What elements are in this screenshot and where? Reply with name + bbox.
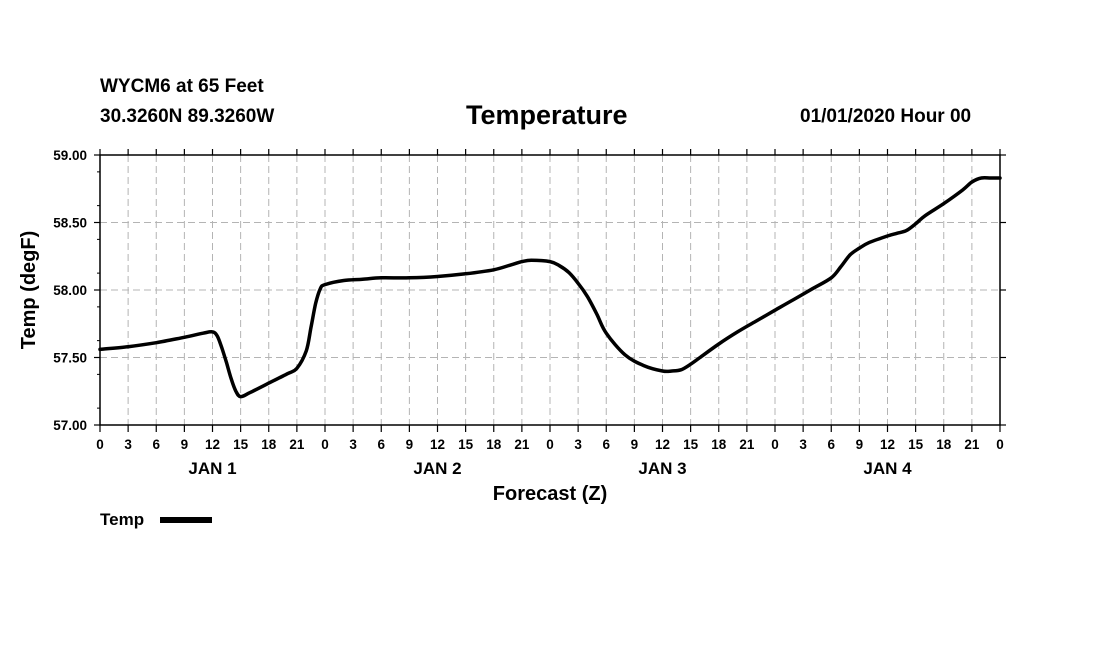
x-tick-label: 3	[799, 437, 807, 452]
temp-series-line	[98, 175, 1002, 399]
x-tick-label: 12	[430, 437, 445, 452]
x-tick-label: 15	[683, 437, 699, 452]
x-tick-label: 6	[827, 437, 835, 452]
x-tick-label: 9	[181, 437, 189, 452]
day-labels: JAN 1 JAN 2 JAN 3 JAN 4	[188, 459, 912, 478]
x-tick-label: 18	[711, 437, 727, 452]
x-tick-label: 18	[486, 437, 502, 452]
day-label: JAN 2	[413, 459, 461, 478]
x-tick-label: 3	[574, 437, 582, 452]
y-axis: 57.00 57.50 58.00 58.50 59.00	[53, 148, 1006, 433]
x-tick-label: 18	[261, 437, 277, 452]
x-tick-label: 21	[964, 437, 980, 452]
x-axis: 0 3 6 9 12 15 18 21 0 3 6 9 12 15 18 21 0 3 6 9 12 15 18 21 0 3 6 9…	[96, 149, 1004, 452]
grid-lines	[100, 155, 1000, 425]
day-label: JAN 4	[863, 459, 912, 478]
x-tick-label: 6	[602, 437, 610, 452]
y-tick-label: 58.00	[53, 283, 87, 298]
legend-label-temp: Temp	[100, 510, 144, 529]
legend: Temp	[100, 510, 212, 529]
y-tick-label: 57.50	[53, 351, 87, 366]
day-label: JAN 3	[638, 459, 686, 478]
station-label: WYCM6 at 65 Feet	[100, 76, 264, 97]
y-tick-label: 58.50	[53, 216, 87, 231]
y-tick-label: 57.00	[53, 418, 87, 433]
y-axis-label: Temp (degF)	[18, 231, 40, 350]
x-axis-label: Forecast (Z)	[493, 483, 607, 505]
x-tick-label: 9	[406, 437, 414, 452]
x-tick-label: 6	[377, 437, 385, 452]
x-tick-label: 15	[458, 437, 474, 452]
x-tick-label: 21	[514, 437, 530, 452]
x-tick-label: 21	[739, 437, 755, 452]
x-tick-label: 9	[856, 437, 864, 452]
x-tick-label: 0	[96, 437, 104, 452]
x-tick-label: 0	[546, 437, 554, 452]
x-tick-label: 15	[908, 437, 924, 452]
x-tick-label: 0	[321, 437, 329, 452]
x-tick-label: 3	[124, 437, 132, 452]
x-tick-label: 0	[771, 437, 779, 452]
forecast-datetime: 01/01/2020 Hour 00	[800, 106, 972, 127]
y-tick-label: 59.00	[53, 148, 87, 163]
x-tick-label: 18	[936, 437, 952, 452]
x-tick-label: 9	[631, 437, 639, 452]
chart-title: Temperature	[466, 100, 628, 130]
day-label: JAN 1	[188, 459, 236, 478]
x-tick-label: 0	[996, 437, 1004, 452]
x-tick-label: 21	[289, 437, 305, 452]
x-tick-label: 15	[233, 437, 249, 452]
x-tick-label: 12	[880, 437, 895, 452]
x-tick-label: 3	[349, 437, 357, 452]
x-tick-label: 6	[152, 437, 160, 452]
x-tick-label: 12	[205, 437, 220, 452]
station-coordinates: 30.3260N 89.3260W	[100, 106, 275, 127]
x-tick-label: 12	[655, 437, 670, 452]
